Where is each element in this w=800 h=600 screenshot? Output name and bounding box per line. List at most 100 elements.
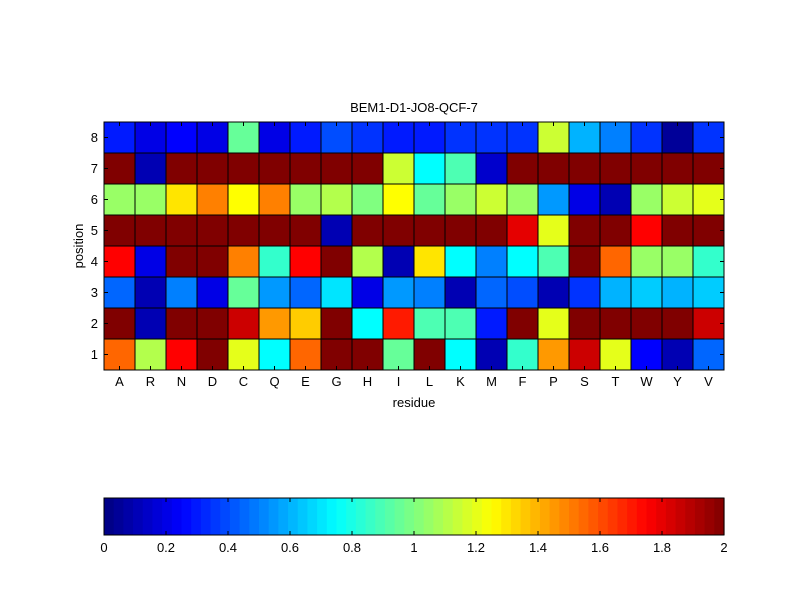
- heatmap-cell-P-3: [537, 276, 570, 309]
- heatmap-cell-N-6: [165, 183, 198, 216]
- heatmap-cell-F-3: [506, 276, 539, 309]
- heatmap-cell-D-8: [196, 121, 229, 154]
- heatmap-cell-K-7: [444, 152, 477, 185]
- heatmap-cell-M-7: [475, 152, 508, 185]
- colorbar-segment: [365, 498, 376, 535]
- heatmap-cell-R-5: [134, 214, 167, 247]
- heatmap-cell-I-4: [382, 245, 415, 278]
- heatmap-cell-W-8: [630, 121, 663, 154]
- x-tick-label: E: [301, 374, 310, 389]
- y-tick-label: 2: [91, 316, 98, 331]
- heatmap-cell-R-4: [134, 245, 167, 278]
- y-tick-label: 8: [91, 130, 98, 145]
- heatmap-cell-G-6: [320, 183, 353, 216]
- colorbar-segment: [317, 498, 328, 535]
- heatmap-cell-E-5: [289, 214, 322, 247]
- heatmap-cell-V-2: [692, 307, 725, 340]
- heatmap-cell-L-8: [413, 121, 446, 154]
- colorbar-segment: [549, 498, 560, 535]
- colorbar-segment: [259, 498, 270, 535]
- colorbar-segment: [452, 498, 464, 535]
- colorbar-tick-label: 1: [410, 540, 417, 555]
- x-tick-label: Y: [673, 374, 682, 389]
- colorbar-segment: [133, 498, 144, 535]
- colorbar-tick-label: 0: [100, 540, 107, 555]
- heatmap-cell-A-4: [103, 245, 136, 278]
- x-tick-label: F: [519, 374, 527, 389]
- heatmap-cell-M-2: [475, 307, 508, 340]
- y-tick-label: 1: [91, 347, 98, 362]
- heatmap-cell-M-8: [475, 121, 508, 154]
- colorbar-segment: [326, 498, 338, 535]
- heatmap-cell-L-5: [413, 214, 446, 247]
- heatmap-cell-I-1: [382, 338, 415, 371]
- heatmap-cell-F-5: [506, 214, 539, 247]
- heatmap-cell-M-6: [475, 183, 508, 216]
- colorbar-tick-label: 0.4: [219, 540, 237, 555]
- y-axis-ticks: 1 2 3 4 5 6 7 8: [91, 130, 724, 362]
- heatmap-cell-H-1: [351, 338, 384, 371]
- colorbar-segment: [171, 498, 183, 535]
- heatmap-cell-I-2: [382, 307, 415, 340]
- heatmap-cell-M-1: [475, 338, 508, 371]
- colorbar-segment: [346, 498, 357, 535]
- colorbar-tick-label: 2: [720, 540, 727, 555]
- colorbar-segment: [142, 498, 154, 535]
- heatmap-cell-Q-6: [258, 183, 291, 216]
- heatmap-cell-E-1: [289, 338, 322, 371]
- colorbar-tick-label: 0.6: [281, 540, 299, 555]
- heatmap-cell-C-7: [227, 152, 260, 185]
- x-axis-label: residue: [393, 395, 436, 410]
- colorbar-segment: [462, 498, 473, 535]
- heatmap-cell-W-3: [630, 276, 663, 309]
- x-tick-label: D: [208, 374, 217, 389]
- heatmap-cell-G-5: [320, 214, 353, 247]
- heatmap-cell-Q-8: [258, 121, 291, 154]
- heatmap-cell-L-7: [413, 152, 446, 185]
- heatmap-cell-S-3: [568, 276, 601, 309]
- colorbar-segment: [433, 498, 444, 535]
- colorbar-segment: [646, 498, 657, 535]
- colorbar-segment: [685, 498, 696, 535]
- colorbar-segment: [694, 498, 706, 535]
- heatmap-cell-H-6: [351, 183, 384, 216]
- heatmap-cell-P-8: [537, 121, 570, 154]
- heatmap-cell-C-8: [227, 121, 260, 154]
- colorbar-segment: [200, 498, 212, 535]
- colorbar-segment: [714, 498, 725, 535]
- colorbar-segment: [220, 498, 231, 535]
- colorbar-segment: [104, 498, 115, 535]
- heatmap-cell-Y-7: [661, 152, 694, 185]
- colorbar-tick-label: 1.6: [591, 540, 609, 555]
- heatmap-cell-P-5: [537, 214, 570, 247]
- heatmap-cell-Y-5: [661, 214, 694, 247]
- heatmap-cell-Q-2: [258, 307, 291, 340]
- heatmap-cell-S-4: [568, 245, 601, 278]
- heatmap-cell-I-6: [382, 183, 415, 216]
- x-tick-label: H: [363, 374, 372, 389]
- colorbar-segment: [404, 498, 415, 535]
- heatmap-cell-H-5: [351, 214, 384, 247]
- x-tick-label: G: [331, 374, 341, 389]
- heatmap-cell-S-8: [568, 121, 601, 154]
- heatmap-cell-I-3: [382, 276, 415, 309]
- x-tick-label: C: [239, 374, 248, 389]
- heatmap-cell-K-8: [444, 121, 477, 154]
- x-tick-label: N: [177, 374, 186, 389]
- heatmap-cell-F-1: [506, 338, 539, 371]
- heatmap-cell-V-6: [692, 183, 725, 216]
- heatmap-cell-A-2: [103, 307, 136, 340]
- heatmap-cell-N-3: [165, 276, 198, 309]
- heatmap-cell-K-4: [444, 245, 477, 278]
- heatmap-cell-S-6: [568, 183, 601, 216]
- colorbar-segment: [607, 498, 619, 535]
- heatmap-cell-N-7: [165, 152, 198, 185]
- heatmap-cell-R-1: [134, 338, 167, 371]
- heatmap-cell-G-1: [320, 338, 353, 371]
- heatmap-cell-Q-3: [258, 276, 291, 309]
- heatmap-cell-Q-5: [258, 214, 291, 247]
- heatmap-cell-T-6: [599, 183, 632, 216]
- heatmap-cell-E-6: [289, 183, 322, 216]
- heatmap-cell-V-7: [692, 152, 725, 185]
- heatmap-cell-D-5: [196, 214, 229, 247]
